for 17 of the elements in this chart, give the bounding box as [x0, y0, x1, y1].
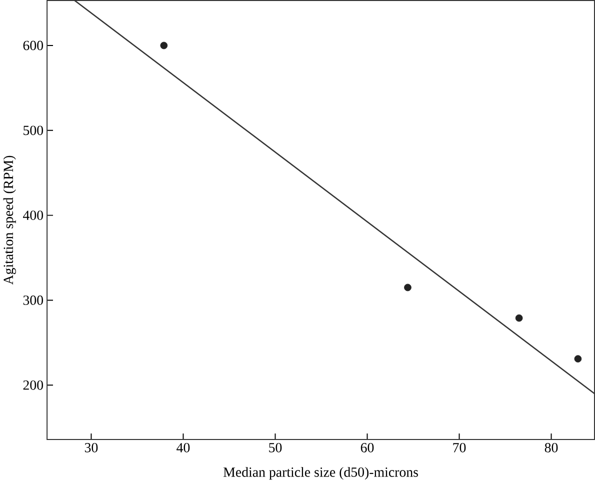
point: [160, 42, 168, 50]
y-tick-label: 200: [23, 380, 44, 390]
x-axis-title: Median particle size (d50)-microns: [223, 467, 418, 480]
x-tick-label: 50: [269, 442, 282, 452]
x-tick-label: 80: [544, 442, 558, 452]
y-tick-label: 500: [24, 126, 44, 136]
x-tick-label: 70: [453, 442, 466, 452]
x-tick-label: 30: [84, 442, 98, 452]
point: [574, 355, 582, 362]
y-tick-label: 300: [23, 296, 44, 305]
x-tick-label: 60: [360, 442, 374, 452]
point: [404, 284, 412, 292]
y-tick-label: 400: [23, 210, 44, 220]
y-tick-label: 600: [23, 40, 44, 50]
y-axis-title: Agitation speed (RPM): [3, 156, 16, 285]
x-tick-label: 40: [176, 442, 190, 452]
point: [515, 314, 523, 322]
